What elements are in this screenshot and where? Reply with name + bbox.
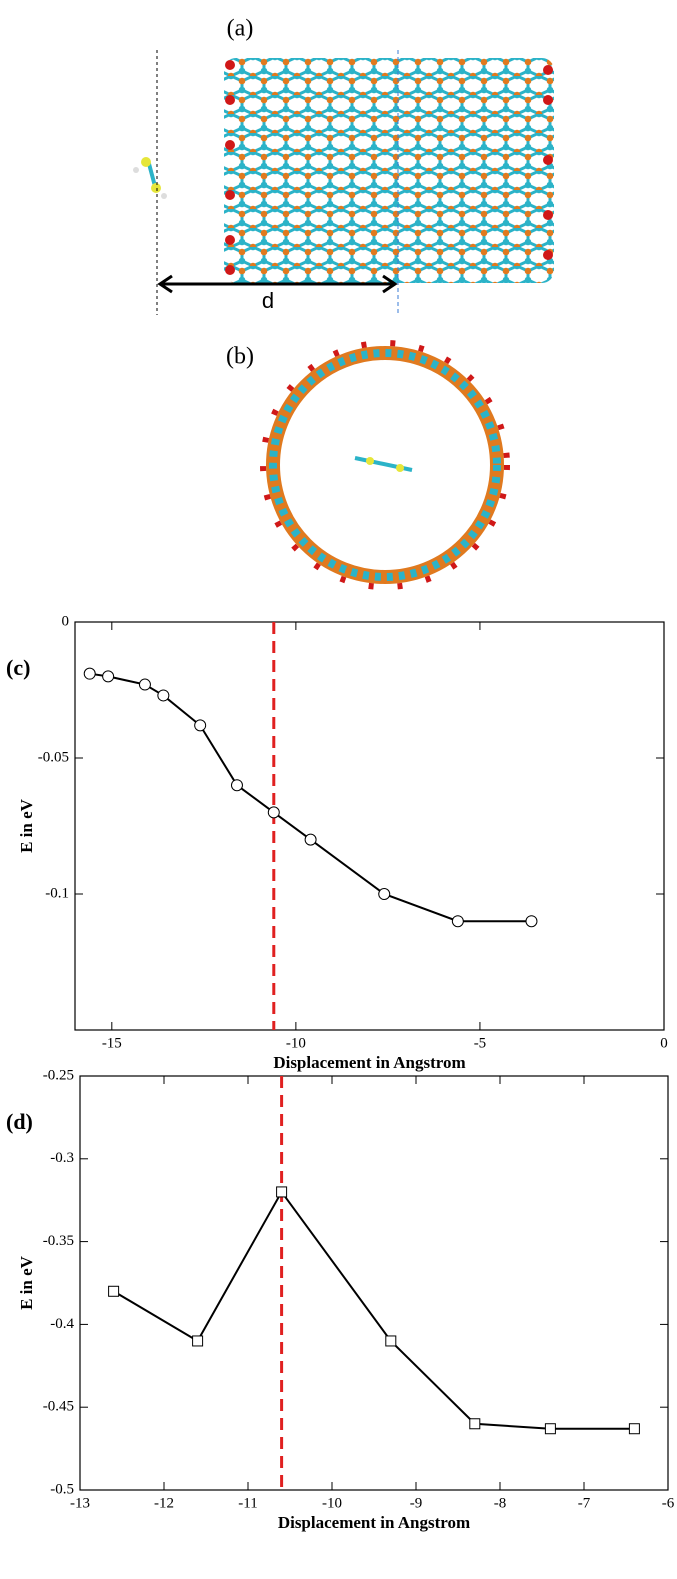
x-tick-label: -12: [154, 1495, 174, 1511]
molecule-top: [354, 456, 413, 472]
data-point: [230, 779, 243, 792]
data-point: [378, 888, 391, 900]
y-tick-label: -0.25: [43, 1067, 74, 1083]
data-point: [102, 670, 115, 683]
panel-label: (b): [226, 344, 254, 370]
molecule: [133, 157, 167, 199]
x-axis-label: Displacement in Angstrom: [278, 1513, 470, 1532]
data-point: [451, 915, 464, 928]
x-tick-label: 0: [660, 1035, 668, 1051]
y-tick-label: -0.5: [50, 1481, 74, 1497]
data-point: [138, 678, 151, 691]
data-point: [276, 1186, 288, 1198]
x-tick-label: -8: [494, 1495, 507, 1511]
y-tick-label: -0.3: [50, 1150, 74, 1166]
data-point: [83, 667, 96, 680]
panel-label: (d): [6, 1109, 33, 1134]
ring-end-atoms: [260, 340, 510, 590]
x-tick-label: -5: [474, 1035, 487, 1051]
data-point: [544, 1423, 556, 1435]
x-tick-label: -13: [70, 1495, 90, 1511]
nanotube-side: [224, 58, 554, 283]
data-point: [194, 719, 207, 732]
plot-frame: [79, 1075, 669, 1491]
y-tick-label: -0.4: [50, 1316, 74, 1332]
panel-label: (c): [6, 655, 30, 680]
x-tick-label: -9: [410, 1495, 423, 1511]
y-axis-label: E in eV: [17, 798, 36, 853]
data-point: [385, 1335, 397, 1347]
x-tick-label: -10: [286, 1035, 306, 1051]
nanotube-ring-inner: [269, 349, 501, 581]
y-tick-label: -0.1: [45, 885, 69, 901]
distance-label: d: [262, 288, 274, 313]
x-tick-label: -6: [662, 1495, 675, 1511]
x-tick-label: -11: [238, 1495, 257, 1511]
data-line: [89, 672, 532, 923]
arrow-heads: [157, 274, 398, 294]
data-point: [108, 1285, 120, 1297]
x-axis-label: Displacement in Angstrom: [273, 1053, 465, 1072]
data-point: [192, 1335, 204, 1347]
y-tick-label: -0.05: [38, 749, 69, 765]
x-tick-label: -10: [322, 1495, 342, 1511]
y-tick-label: 0: [62, 613, 70, 629]
data-point: [304, 833, 317, 846]
panel-label: (a): [227, 16, 254, 42]
data-point: [628, 1423, 640, 1435]
x-tick-label: -7: [578, 1495, 591, 1511]
x-tick-label: -15: [102, 1035, 122, 1051]
data-point: [525, 915, 538, 928]
data-point: [469, 1418, 481, 1430]
y-axis-label: E in eV: [17, 1255, 36, 1310]
end-atoms: [225, 60, 553, 275]
data-point: [157, 689, 170, 702]
data-line: [113, 1190, 635, 1430]
plot-frame: [74, 621, 665, 1031]
data-point: [267, 806, 280, 819]
y-tick-label: -0.45: [43, 1399, 74, 1415]
y-tick-label: -0.35: [43, 1233, 74, 1249]
